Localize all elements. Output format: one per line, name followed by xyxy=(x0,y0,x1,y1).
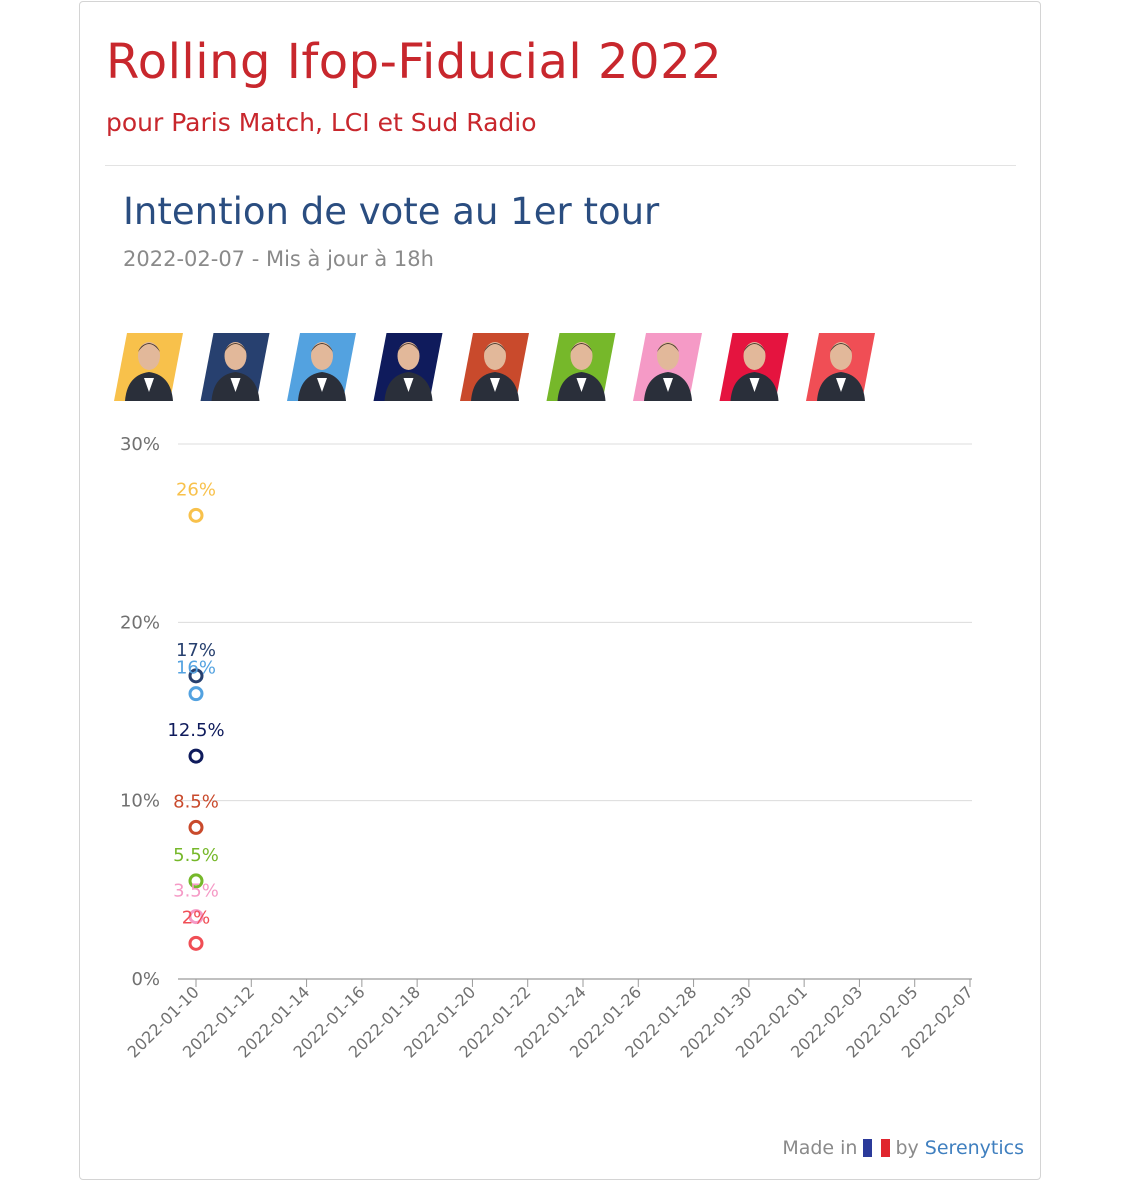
data-point xyxy=(188,668,204,684)
chart-card xyxy=(79,1,1041,1180)
y-tick-label: 20% xyxy=(120,612,160,633)
chart-grid xyxy=(178,443,972,980)
data-point xyxy=(188,686,204,702)
by-text: by xyxy=(895,1137,919,1159)
french-flag-icon xyxy=(863,1139,890,1157)
header-divider xyxy=(105,165,1016,166)
data-points: 26% 17%16% 12.5% 8.5% 5.5% 3.5% 2% xyxy=(167,479,225,951)
page-subtitle: pour Paris Match, LCI et Sud Radio xyxy=(106,108,537,137)
footer-credit: Made in by Serenytics xyxy=(782,1137,1024,1159)
candidate-photo-3 xyxy=(287,333,356,401)
data-point xyxy=(188,819,204,835)
chart-title: Intention de vote au 1er tour xyxy=(123,190,660,233)
data-label: 26% xyxy=(176,479,216,500)
candidate-photo-8 xyxy=(719,333,789,401)
data-point xyxy=(188,507,204,523)
candidate-photo-4 xyxy=(373,333,443,401)
page-title: Rolling Ifop-Fiducial 2022 xyxy=(106,34,723,90)
candidate-photo-6 xyxy=(546,333,616,401)
candidate-photo-2 xyxy=(200,333,270,401)
made-in-text: Made in xyxy=(782,1137,858,1159)
y-tick-label: 30% xyxy=(120,434,160,455)
y-tick-label: 10% xyxy=(120,791,160,812)
x-axis: 2022-01-102022-01-122022-01-142022-01-16… xyxy=(124,979,977,1062)
data-label: 17% xyxy=(176,640,216,661)
chart-subtitle: 2022-02-07 - Mis à jour à 18h xyxy=(123,247,434,271)
data-label: 5.5% xyxy=(173,845,219,866)
y-tick-label: 0% xyxy=(131,969,160,990)
candidate-photo-9 xyxy=(806,333,875,401)
data-point xyxy=(188,935,204,951)
data-label: 2% xyxy=(182,907,211,928)
data-label: 12.5% xyxy=(167,720,224,741)
data-label: 3.5% xyxy=(173,881,219,902)
data-label: 16% xyxy=(176,658,216,679)
data-point xyxy=(188,748,204,764)
y-axis: 0% 10% 20% 30% xyxy=(120,434,160,990)
data-point xyxy=(188,909,204,925)
candidate-portraits xyxy=(114,333,875,401)
candidate-photo-5 xyxy=(460,333,529,401)
data-label: 8.5% xyxy=(173,791,219,812)
candidate-photo-7 xyxy=(633,333,702,401)
data-point xyxy=(188,873,204,889)
serenytics-link[interactable]: Serenytics xyxy=(924,1137,1024,1159)
candidate-photo-1 xyxy=(114,333,183,401)
